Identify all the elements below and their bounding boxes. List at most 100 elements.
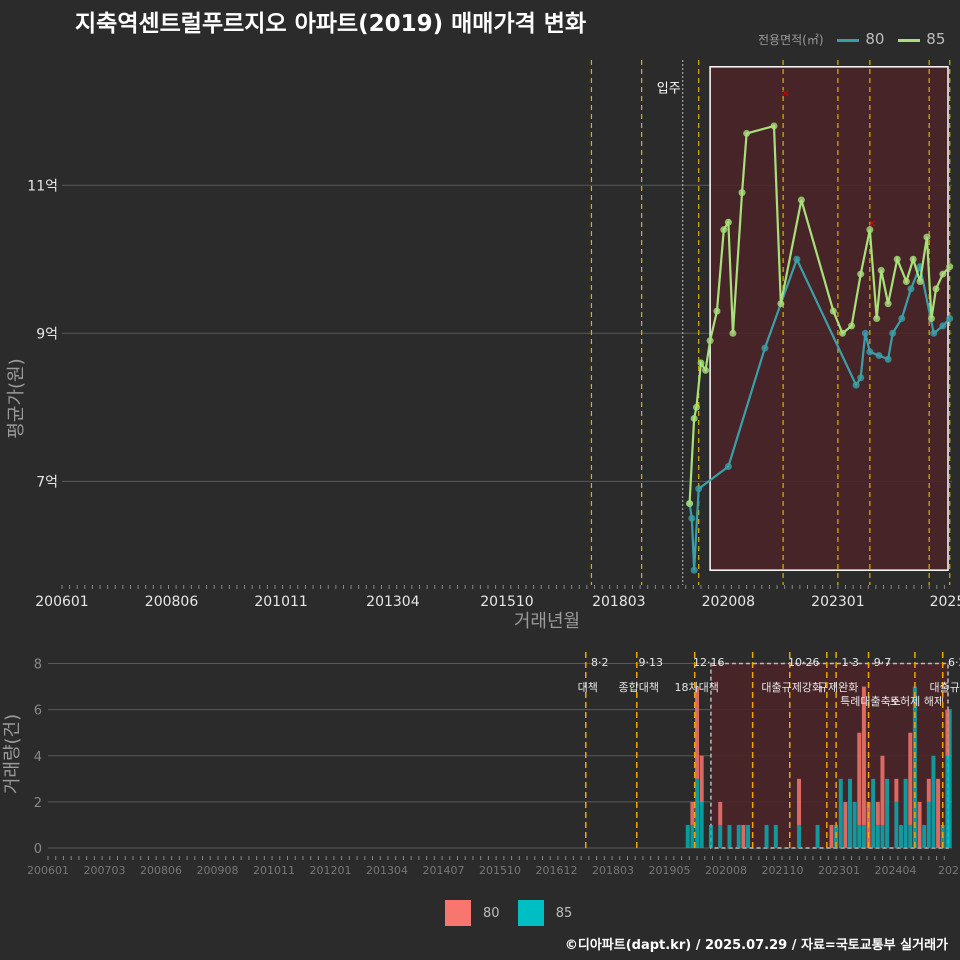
volume-bar-80 <box>880 755 885 825</box>
top-y-tick-label: 11억 <box>27 178 58 194</box>
bottom-x-tick-label: 202110 <box>762 864 804 877</box>
volume-bar-80 <box>829 824 834 848</box>
data-point-85 <box>706 337 714 345</box>
policy-name-label: 대출규제강화 <box>761 681 822 694</box>
volume-bar-85 <box>931 755 936 848</box>
volume-bar-85 <box>899 824 904 848</box>
bottom-y-axis-title: 거래량(건) <box>2 714 23 794</box>
top-y-axis-title: 평균가(원) <box>6 358 27 438</box>
volume-bar-85 <box>708 824 713 848</box>
legend-bottom-label-85: 85 <box>555 905 573 921</box>
volume-bar-85 <box>852 801 857 848</box>
volume-bar-80 <box>699 755 704 802</box>
data-point-85 <box>932 285 940 293</box>
data-point-80 <box>946 315 954 322</box>
top-x-tick-label: 202301 <box>811 594 864 610</box>
volume-bar-85 <box>815 824 820 848</box>
data-point-85 <box>686 500 694 508</box>
bottom-x-tick-label: 201510 <box>479 864 521 877</box>
volume-bar-80 <box>894 778 899 802</box>
volume-bar-85 <box>875 824 880 848</box>
data-point-85 <box>838 329 846 337</box>
policy-name-label: 규제완화 <box>818 681 858 694</box>
volume-bar-85 <box>838 778 843 848</box>
data-point-85 <box>724 218 732 226</box>
volume-bar-85 <box>926 801 931 848</box>
volume-bar-85 <box>690 824 695 848</box>
top-x-tick-label: 201011 <box>254 594 307 610</box>
data-point-80 <box>690 566 698 574</box>
data-point-85 <box>902 277 910 285</box>
volume-bar-85 <box>885 778 890 848</box>
data-point-80 <box>852 381 860 389</box>
data-point-85 <box>690 414 698 422</box>
volume-bar-80 <box>741 824 746 848</box>
policy-date-label: 10·26 <box>788 656 820 669</box>
bottom-y-tick-label: 6 <box>34 704 42 719</box>
policy-name-label: 대출규 <box>930 681 960 694</box>
legend-bottom-label-80: 80 <box>483 905 500 921</box>
data-point-85 <box>720 226 728 234</box>
max-marker: × <box>868 216 877 229</box>
volume-bar-85 <box>695 778 700 848</box>
policy-date-label: 9·7 <box>874 656 892 669</box>
volume-bar-85 <box>871 778 876 848</box>
data-point-85 <box>857 270 865 278</box>
top-y-tick-label: 9억 <box>36 326 58 342</box>
bottom-x-tick-label: 202008 <box>705 864 747 877</box>
legend-swatch-85 <box>898 39 921 42</box>
volume-bar-80 <box>861 686 866 825</box>
volume-bar-85 <box>861 824 866 848</box>
data-point-80 <box>898 315 906 322</box>
data-point-85 <box>797 196 805 204</box>
legend-label-80: 80 <box>865 30 885 48</box>
volume-bar-80 <box>945 709 950 756</box>
data-point-80 <box>907 285 915 293</box>
bottom-y-tick-label: 4 <box>34 750 42 765</box>
data-point-85 <box>923 233 931 241</box>
volume-bar-85 <box>857 824 862 848</box>
series-line-85 <box>688 124 951 504</box>
legend-top-title: 전용면적(㎡) <box>758 33 824 47</box>
bottom-x-tick-label: 201407 <box>423 864 465 877</box>
volume-bar-85 <box>727 824 732 848</box>
bottom-x-tick-label: 200601 <box>27 864 69 877</box>
top-x-tick-label: 202008 <box>702 594 755 610</box>
policy-date-label: 12·16 <box>693 656 725 669</box>
volume-bar-85 <box>880 824 885 848</box>
data-point-80 <box>724 463 732 471</box>
volume-bar-80 <box>718 801 723 825</box>
policy-name-label: 토허제 해제 <box>890 694 944 708</box>
data-point-85 <box>909 255 917 263</box>
volume-bar-80 <box>797 778 802 825</box>
top-x-tick-label: 201510 <box>480 594 533 610</box>
volume-bar-80 <box>843 801 848 848</box>
policy-date-label: 8·2 <box>591 656 609 669</box>
top-x-tick-label: 201803 <box>592 594 645 610</box>
volume-bar-80 <box>690 801 695 825</box>
data-point-80 <box>930 329 938 337</box>
data-point-80 <box>857 374 865 382</box>
volume-bar-85 <box>908 824 913 848</box>
data-point-80 <box>761 344 769 352</box>
data-point-85 <box>692 403 700 411</box>
legend-bottom-swatch-85 <box>517 900 544 926</box>
top-x-tick-label: 200601 <box>35 594 88 610</box>
data-point-85 <box>866 226 874 234</box>
data-point-85 <box>893 255 901 263</box>
bottom-x-tick-label: 201304 <box>366 864 408 877</box>
bottom-x-tick-label: 201201 <box>310 864 352 877</box>
data-point-85 <box>743 129 751 137</box>
policy-date-label: 9·13 <box>639 656 664 669</box>
data-point-85 <box>873 315 881 322</box>
policy-name-label: 18차대책 <box>675 681 719 694</box>
bottom-x-tick-label: 201905 <box>649 864 691 877</box>
volume-bar-85 <box>947 709 952 848</box>
data-point-85 <box>770 122 778 130</box>
volume-bar-80 <box>917 801 922 848</box>
data-point-80 <box>793 255 801 263</box>
data-point-85 <box>738 189 746 197</box>
top-x-axis-title: 거래년월 <box>514 611 580 632</box>
volume-bar-80 <box>695 686 700 779</box>
legend-swatch-80 <box>837 39 860 42</box>
